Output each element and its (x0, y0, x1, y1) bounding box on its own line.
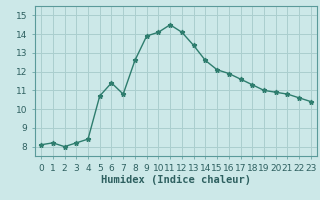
X-axis label: Humidex (Indice chaleur): Humidex (Indice chaleur) (101, 175, 251, 185)
